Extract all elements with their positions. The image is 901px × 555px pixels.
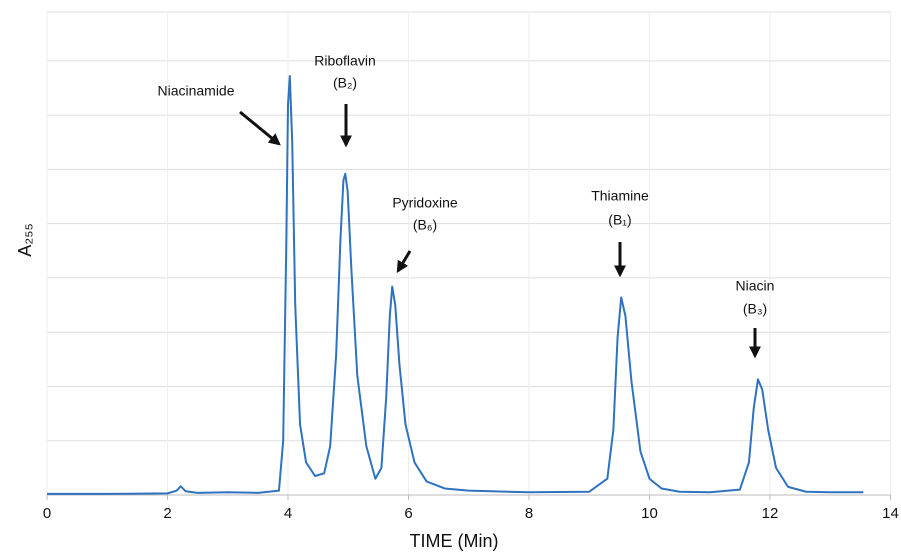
x-tick-label: 4 — [284, 505, 292, 522]
x-tick-label: 10 — [641, 505, 658, 522]
annotation-text: Niacinamide — [157, 83, 234, 99]
annotation-text: Riboflavin — [314, 53, 375, 69]
annotation-text: (B₆) — [413, 217, 437, 233]
trace-line — [47, 75, 864, 495]
annotation-text: (B₂) — [333, 75, 357, 91]
x-tick-label: 8 — [525, 505, 533, 522]
annotation-text: Niacin — [736, 278, 775, 294]
annotation-text: (B₃) — [743, 301, 767, 317]
x-tick-label: 14 — [882, 505, 899, 522]
y-axis-title: A₂₅₅ — [15, 223, 35, 257]
x-axis-title: TIME (Min) — [410, 531, 499, 551]
x-tick-label: 6 — [404, 505, 412, 522]
annotation-text: (B₁) — [608, 212, 631, 228]
annotation-arrow — [396, 250, 412, 274]
x-tick-label: 0 — [43, 505, 51, 522]
x-tick-label: 12 — [762, 505, 779, 522]
annotation-text: Thiamine — [591, 188, 649, 204]
x-tick-label: 2 — [163, 505, 171, 522]
annotation-text: Pyridoxine — [392, 195, 458, 211]
annotation-arrow — [239, 110, 281, 146]
